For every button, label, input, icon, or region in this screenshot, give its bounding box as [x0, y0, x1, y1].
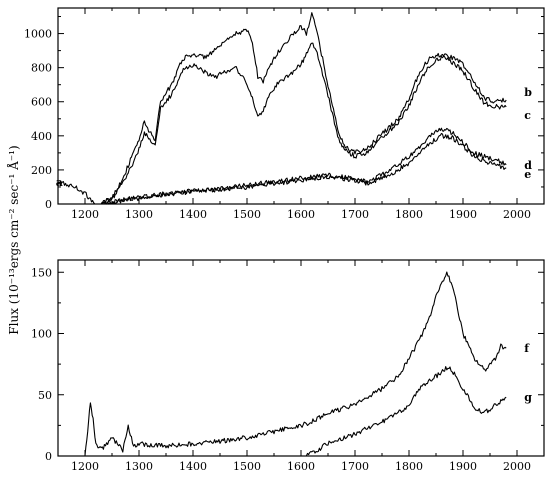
series-line-b	[100, 12, 507, 205]
series-label-g: g	[524, 391, 532, 404]
x-tick-label: 1600	[287, 208, 315, 221]
x-tick-label: 1300	[125, 208, 153, 221]
x-tick-label: 2000	[503, 460, 531, 473]
y-tick-label: 400	[31, 130, 52, 143]
y-tick-label: 0	[45, 450, 52, 463]
series-line-a	[57, 180, 96, 205]
panel-top: 1200 1300 1400 1500 1600 1700 1800 1900 2000 0 200…	[24, 7, 545, 221]
y-tick-label: 600	[31, 96, 52, 109]
plot-frame	[57, 7, 545, 205]
series-label-b: b	[524, 86, 532, 99]
series-label-c: c	[524, 109, 531, 122]
x-tick-label: 1400	[179, 208, 207, 221]
x-tick-label: 1500	[233, 208, 261, 221]
y-tick-label: 0	[45, 198, 52, 211]
y-tick-label: 100	[31, 328, 52, 341]
y-tick-label: 50	[38, 389, 52, 402]
series-line-g	[305, 366, 507, 457]
x-tick-label: 1800	[395, 208, 423, 221]
series-label-e: e	[524, 168, 531, 181]
y-axis-label: Flux (10⁻¹³ergs cm⁻² sec⁻¹ Å⁻¹)	[6, 145, 21, 334]
x-tick-label: 1600	[287, 460, 315, 473]
x-tick-label: 1800	[395, 460, 423, 473]
x-tick-label: 2000	[503, 208, 531, 221]
x-tick-label: 1400	[179, 460, 207, 473]
x-tick-label: 1200	[71, 208, 99, 221]
x-tick-label: 1700	[341, 208, 369, 221]
series-line-d	[100, 127, 507, 205]
series-label-a: a	[56, 176, 63, 189]
panel-bottom: 1200 1300 1400 1500 1600 1700 1800 1900 2000 0 50 1…	[31, 259, 545, 473]
x-tick-label: 1300	[125, 460, 153, 473]
x-tick-label: 1200	[71, 460, 99, 473]
x-tick-label: 1900	[449, 208, 477, 221]
x-tick-label: 1900	[449, 460, 477, 473]
x-tick-label: 1500	[233, 460, 261, 473]
y-tick-label: 1000	[24, 28, 52, 41]
series-label-d: d	[524, 159, 532, 172]
series-line-c	[101, 42, 507, 204]
y-tick-label: 200	[31, 164, 52, 177]
y-tick-label: 150	[31, 266, 52, 279]
series-label-f: f	[524, 342, 530, 355]
series-line-e	[100, 132, 507, 205]
y-tick-label: 800	[31, 62, 52, 75]
series-line-f	[84, 271, 507, 456]
x-tick-label: 1700	[341, 460, 369, 473]
